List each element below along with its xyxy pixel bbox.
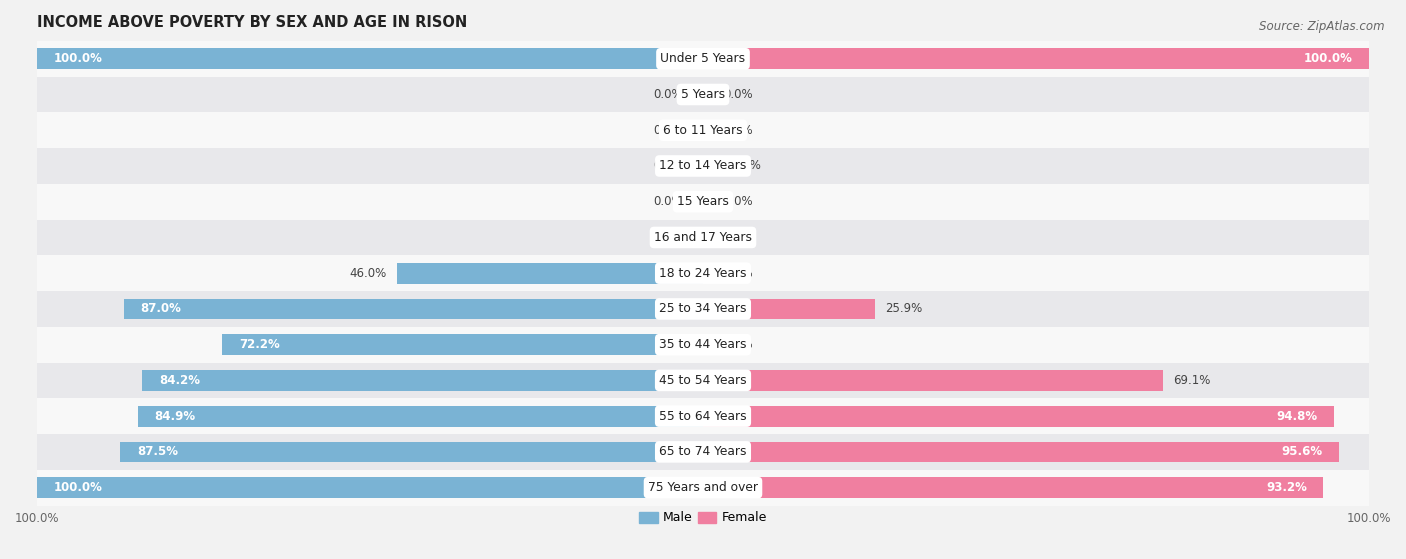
Text: 72.2%: 72.2% [239, 338, 280, 351]
Bar [222, 334, 703, 355]
Text: 100.0%: 100.0% [1303, 52, 1353, 65]
Text: 6 to 11 Years: 6 to 11 Years [664, 124, 742, 137]
Bar [703, 49, 1369, 69]
Bar [124, 299, 703, 319]
Bar [37, 148, 1369, 184]
Text: 0.0%: 0.0% [654, 88, 683, 101]
Text: 25 to 34 Years: 25 to 34 Years [659, 302, 747, 315]
Text: 0.0%: 0.0% [723, 267, 752, 280]
Bar [37, 184, 1369, 220]
Bar [37, 77, 1369, 112]
Text: Source: ZipAtlas.com: Source: ZipAtlas.com [1260, 20, 1385, 32]
Bar [142, 370, 703, 391]
Text: 0.0%: 0.0% [654, 124, 683, 137]
Text: 69.1%: 69.1% [1173, 374, 1211, 387]
Bar [37, 477, 703, 498]
Text: 65 to 74 Years: 65 to 74 Years [659, 446, 747, 458]
Text: 35 to 44 Years: 35 to 44 Years [659, 338, 747, 351]
Bar [121, 442, 703, 462]
Text: 16 and 17 Years: 16 and 17 Years [654, 231, 752, 244]
Text: INCOME ABOVE POVERTY BY SEX AND AGE IN RISON: INCOME ABOVE POVERTY BY SEX AND AGE IN R… [37, 15, 468, 30]
Text: 0.0%: 0.0% [654, 159, 683, 173]
Bar [37, 470, 1369, 505]
Text: 0.0%: 0.0% [723, 195, 752, 208]
Text: 95.6%: 95.6% [1282, 446, 1323, 458]
Text: 75 Years and over: 75 Years and over [648, 481, 758, 494]
Text: 25.9%: 25.9% [886, 302, 922, 315]
Text: 0.0%: 0.0% [654, 231, 683, 244]
Bar [37, 255, 1369, 291]
Text: 0.0%: 0.0% [723, 231, 752, 244]
Bar [37, 363, 1369, 398]
Bar [37, 41, 1369, 77]
Text: 0.0%: 0.0% [723, 338, 752, 351]
Text: 45 to 54 Years: 45 to 54 Years [659, 374, 747, 387]
Bar [703, 406, 1334, 427]
Text: 87.5%: 87.5% [138, 446, 179, 458]
Text: 87.0%: 87.0% [141, 302, 181, 315]
Bar [37, 49, 703, 69]
Text: Under 5 Years: Under 5 Years [661, 52, 745, 65]
Text: 93.2%: 93.2% [1265, 481, 1306, 494]
Text: 94.8%: 94.8% [1277, 410, 1317, 423]
Text: 100.0%: 100.0% [53, 481, 103, 494]
Bar [703, 477, 1323, 498]
Text: 0.0%: 0.0% [723, 124, 752, 137]
Text: 2.7%: 2.7% [731, 159, 761, 173]
Bar [703, 155, 721, 176]
Bar [396, 263, 703, 283]
Bar [37, 291, 1369, 327]
Text: 0.0%: 0.0% [723, 88, 752, 101]
Text: 46.0%: 46.0% [350, 267, 387, 280]
Text: 84.2%: 84.2% [159, 374, 200, 387]
Legend: Male, Female: Male, Female [634, 506, 772, 529]
Text: 100.0%: 100.0% [53, 52, 103, 65]
Bar [37, 398, 1369, 434]
Text: 55 to 64 Years: 55 to 64 Years [659, 410, 747, 423]
Text: 5 Years: 5 Years [681, 88, 725, 101]
Bar [37, 112, 1369, 148]
Text: 15 Years: 15 Years [678, 195, 728, 208]
Bar [37, 220, 1369, 255]
Bar [138, 406, 703, 427]
Text: 12 to 14 Years: 12 to 14 Years [659, 159, 747, 173]
Bar [37, 327, 1369, 363]
Text: 18 to 24 Years: 18 to 24 Years [659, 267, 747, 280]
Bar [37, 434, 1369, 470]
Bar [703, 442, 1340, 462]
Text: 0.0%: 0.0% [654, 195, 683, 208]
Bar [703, 299, 876, 319]
Text: 84.9%: 84.9% [155, 410, 195, 423]
Bar [703, 370, 1163, 391]
